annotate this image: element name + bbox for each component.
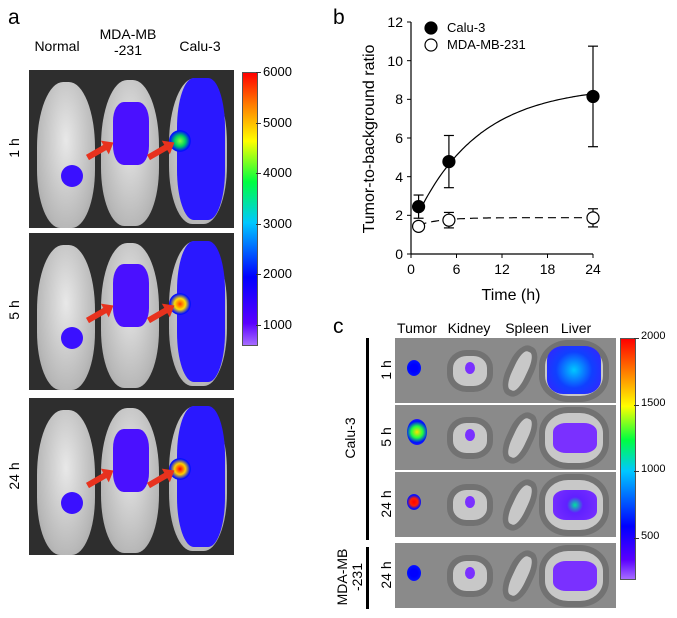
colorbar-c-tick (634, 538, 639, 540)
mouse-image-row-2 (29, 233, 234, 390)
tumor-organ (407, 360, 421, 376)
x-tick-label: 6 (452, 261, 461, 277)
colorbar-a-tick (256, 122, 261, 124)
colorbar-a-tick-label: 4000 (263, 165, 292, 181)
liver-signal (553, 490, 597, 520)
kidney-signal (465, 362, 475, 374)
organ-image-row-1 (395, 338, 616, 403)
data-point (586, 211, 600, 225)
panel-b-label: b (333, 6, 345, 29)
x-tick-label: 24 (585, 261, 601, 277)
colorbar-a-tick-label: 6000 (263, 64, 292, 79)
group-label-calu3: Calu-3 (342, 417, 358, 459)
group-label-mda: MDA-MB -231 (334, 548, 365, 606)
kidney-signal (465, 429, 475, 441)
signal-normal (61, 492, 83, 515)
colorbar-a-tick (256, 325, 261, 326)
panel-a-label: a (8, 6, 20, 29)
liver-signal (553, 423, 597, 453)
y-tick-label: 4 (395, 168, 403, 185)
colorbar-c-tick-label: 500 (641, 530, 660, 543)
organ-image-row-2 (395, 405, 616, 470)
signal-mda (113, 101, 149, 165)
data-point (442, 154, 456, 169)
y-tick-label: 10 (387, 52, 403, 69)
liver-signal (553, 561, 597, 591)
data-point (586, 89, 600, 104)
tumor-organ (407, 565, 421, 581)
signal-normal (61, 164, 83, 187)
colorbar-c-tick-label: 1000 (641, 463, 666, 476)
panel-c-label: c (333, 315, 344, 338)
colorbar-a-tick-label: 1000 (263, 317, 292, 332)
colorbar-c-tick (634, 471, 639, 473)
colorbar-a (242, 72, 258, 346)
x-tick-label: 12 (494, 261, 510, 277)
organ-image-row-3 (395, 472, 616, 537)
legend-label: Calu-3 (447, 20, 486, 35)
column-calu3: Calu-3 (179, 38, 221, 54)
tumor-organ (407, 419, 427, 445)
kidney-signal (465, 496, 475, 508)
colorbar-c-tick (634, 404, 639, 406)
x-tick-label: 0 (407, 261, 415, 277)
kidney-signal (465, 567, 475, 579)
column-mda: MDA-MB -231 (99, 26, 157, 58)
tumor-organ (407, 494, 421, 510)
row-label-1h: 1 h (6, 138, 22, 158)
mouse-image-row-1 (29, 70, 234, 228)
row-label-c-24h: 24 h (378, 490, 394, 518)
legend-marker (424, 38, 438, 52)
fit-curve-0 (418, 93, 594, 213)
colorbar-c-tick (634, 338, 639, 339)
y-tick-label: 6 (395, 130, 403, 146)
y-tick-label: 2 (395, 207, 403, 224)
data-point (411, 219, 426, 233)
colorbar-a-tick (256, 173, 261, 175)
colorbar-a-tick-label: 3000 (263, 215, 292, 231)
legend-label: MDA-MB-231 (447, 37, 526, 52)
x-tick-label: 18 (539, 261, 556, 277)
column-kidney: Kidney (447, 320, 491, 336)
colorbar-a-tick-label: 5000 (263, 114, 292, 130)
y-tick-label: 0 (395, 246, 403, 262)
x-axis-label: Time (h) (481, 287, 541, 304)
row-label-24h: 24 h (6, 462, 22, 490)
column-liver: Liver (560, 320, 592, 336)
row-label-c-5h: 5 h (378, 427, 394, 447)
y-tick-label: 12 (387, 14, 403, 30)
column-tumor: Tumor (397, 320, 437, 336)
colorbar-c (620, 338, 636, 580)
signal-mda (113, 264, 149, 328)
data-point (411, 200, 426, 214)
legend-marker (424, 21, 438, 35)
row-label-c-mda-24h: 24 h (378, 561, 394, 589)
column-spleen: Spleen (505, 320, 549, 336)
colorbar-a-tick (256, 274, 261, 276)
colorbar-a-tick (256, 72, 261, 73)
spleen-organ (504, 554, 536, 598)
signal-normal (61, 327, 83, 350)
row-label-5h: 5 h (6, 300, 22, 320)
row-label-c-1h: 1 h (378, 360, 394, 380)
colorbar-c-tick-label: 2000 (641, 330, 666, 342)
spleen-organ (504, 483, 536, 527)
liver-signal (547, 346, 601, 394)
organ-image-row-4 (395, 543, 616, 608)
calu3-group-bar (366, 338, 369, 540)
mouse-image-row-3 (29, 398, 234, 555)
y-axis-label: Tumor-to-background ratio (361, 44, 378, 234)
colorbar-c-tick-label: 1500 (641, 396, 666, 409)
spleen-organ (504, 349, 536, 393)
signal-mda (113, 429, 149, 493)
colorbar-a-tick (256, 223, 261, 225)
mda-group-bar (366, 547, 369, 609)
y-tick-label: 8 (395, 91, 403, 108)
spleen-organ (504, 416, 536, 460)
line-chart (407, 21, 600, 258)
data-point (442, 213, 456, 227)
column-normal: Normal (34, 38, 80, 54)
colorbar-a-tick-label: 2000 (263, 266, 292, 282)
